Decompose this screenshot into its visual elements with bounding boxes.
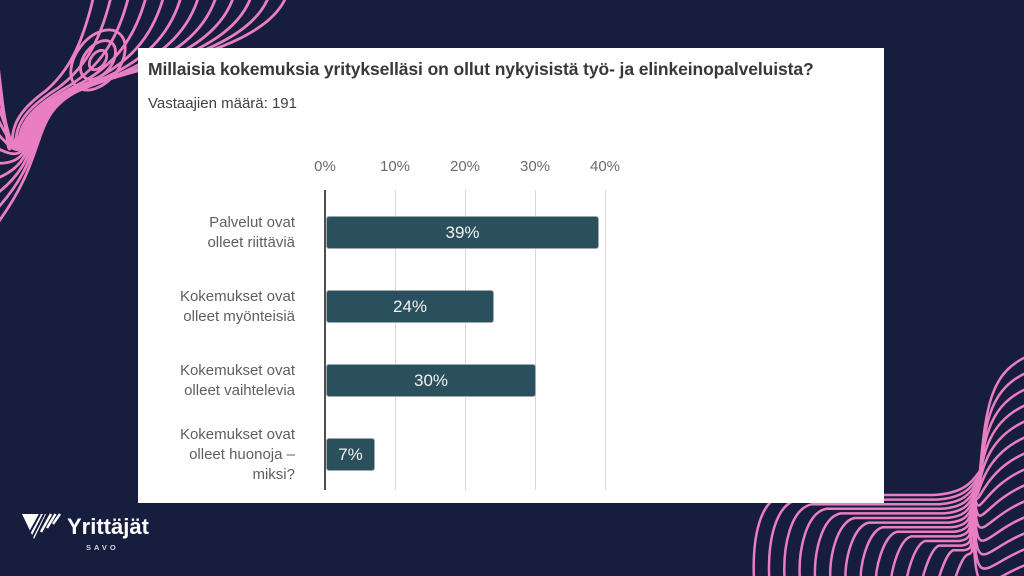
category-label: Kokemukset ovat olleet vaihtelevia [138,341,295,421]
x-axis-tick-label: 20% [449,158,481,175]
category-label-line: Kokemukset ovat [179,361,295,379]
bar: 7% [326,438,375,471]
contour-line [874,484,1024,576]
contour-line [0,0,147,149]
category-label-line: olleet myönteisiä [183,307,295,325]
bar-value-label: 39% [445,222,480,242]
contour-line [0,0,112,150]
contour-line [859,468,1024,576]
category-label-line: olleet vaihtelevia [184,381,295,399]
bar-value-label: 24% [392,296,428,316]
y-axis-line [324,190,326,490]
category-label-line: olleet huonoja – [189,445,295,463]
contour-line [890,500,1024,576]
yrittajat-y-icon [22,513,61,539]
contour-line [0,0,130,149]
category-label-line: Palvelut ovat [209,213,295,231]
contour-line [905,513,1024,576]
logo-brand-name: Yrittäjät [67,514,149,539]
bar: 39% [326,216,599,249]
contour-line [954,527,1024,576]
chart-card: Millaisia kokemuksia yritykselläsi on ol… [138,48,884,503]
category-label-line: Kokemukset ovat [179,425,295,443]
x-gridline [465,190,466,490]
contour-line [921,518,1024,576]
contour-line [938,522,1024,576]
contour-loop [79,39,117,81]
contour-loop [69,28,127,92]
category-label: Palvelut ovat olleet riittäviä [138,193,295,273]
logo-region-name: SAVO [86,542,119,552]
bar-value-label: 30% [413,370,449,390]
category-label: Kokemukset ovat olleet huonoja – miksi? [138,415,295,495]
category-label: Kokemukset ovat olleet myönteisiä [138,267,295,347]
bar-value-label: 7% [338,444,363,464]
category-label-line: olleet riittäviä [207,233,295,251]
x-gridline [605,190,606,490]
logo-text-block: Yrittäjät SAVO [67,512,149,552]
yrittajat-savo-logo: Yrittäjät SAVO [20,512,149,552]
contour-line [0,0,95,151]
respondent-count: Vastaajien määrä: 191 [148,95,297,112]
bar: 24% [326,290,494,323]
category-label-line: Kokemukset ovat [179,287,295,305]
bar: 30% [326,364,536,397]
x-axis-tick-label: 30% [519,158,551,175]
contour-loop [87,48,109,72]
chart-title: Millaisia kokemuksia yritykselläsi on ol… [148,59,814,79]
x-axis-tick-label: 0% [314,158,336,175]
category-label-line: miksi? [252,465,295,483]
x-axis-tick-label: 40% [589,158,621,175]
x-gridline [395,190,396,490]
x-axis-tick-label: 10% [379,158,411,175]
x-gridline [535,190,536,490]
